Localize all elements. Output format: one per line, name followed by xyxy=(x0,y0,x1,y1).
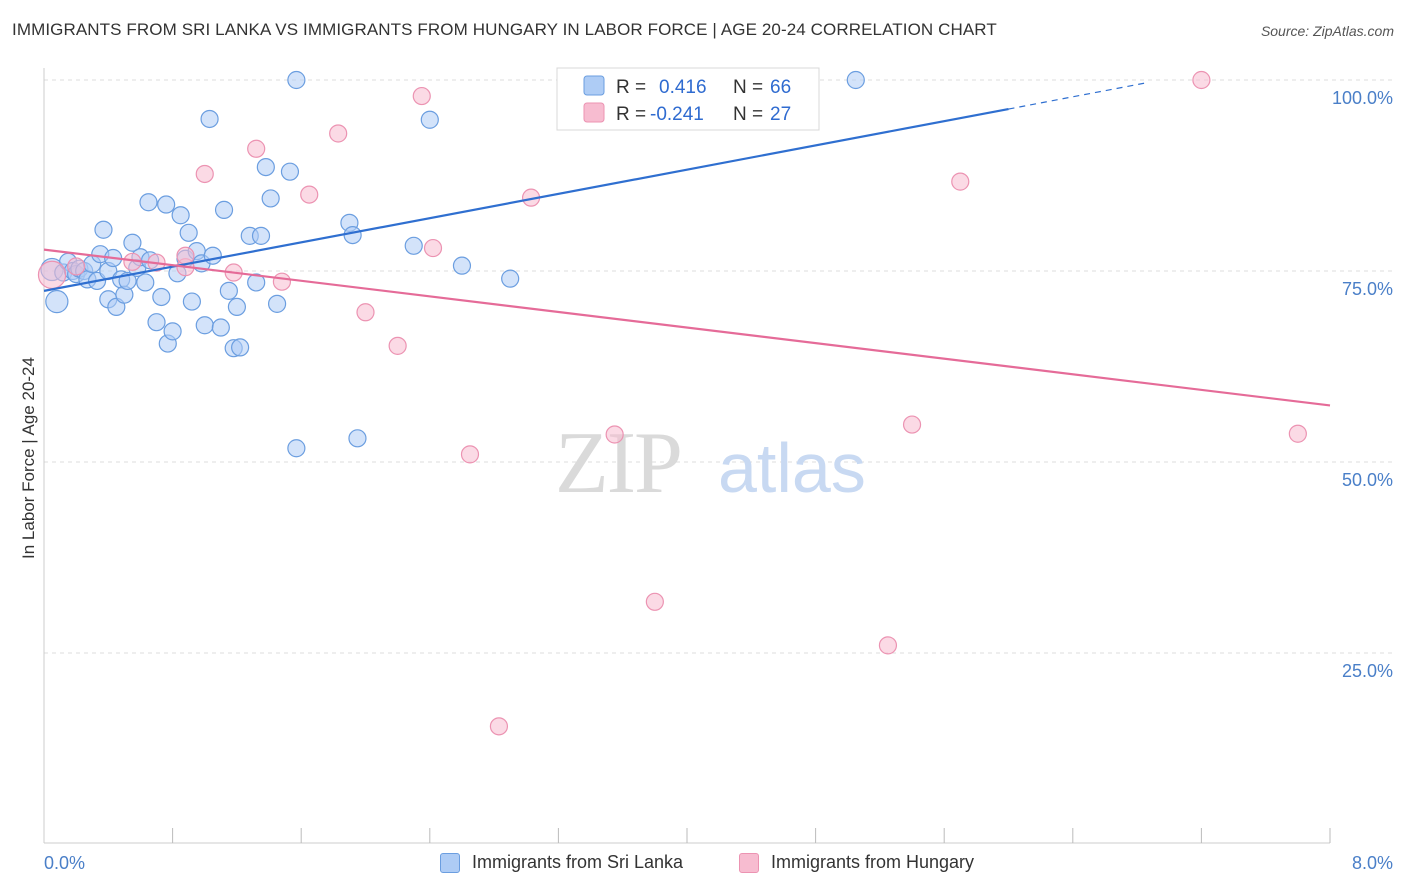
point-sri-lanka xyxy=(343,225,362,245)
point-sri-lanka xyxy=(179,223,198,242)
point-sri-lanka xyxy=(404,236,423,255)
point-sri-lanka xyxy=(136,273,155,292)
point-sri-lanka xyxy=(147,313,166,332)
point-sri-lanka xyxy=(195,316,214,335)
legend-n-value-2: 27 xyxy=(770,104,791,125)
point-sri-lanka xyxy=(94,220,113,239)
point-sri-lanka xyxy=(247,273,266,292)
point-sri-lanka xyxy=(287,70,306,90)
point-sri-lanka xyxy=(261,189,280,208)
legend-n-label-2: N = xyxy=(733,104,763,125)
source-label: Source: ZipAtlas.com xyxy=(1260,23,1394,39)
y-tick-label: 100.0% xyxy=(1332,88,1393,108)
bottom-legend-item-hungary: Immigrants from Hungary xyxy=(739,852,974,873)
legend-n-label-1: N = xyxy=(733,77,763,98)
y-tick-label: 75.0% xyxy=(1342,279,1393,299)
point-sri-lanka xyxy=(219,281,238,300)
legend-swatch-sri-lanka xyxy=(583,75,605,96)
legend-r-label-2: R = xyxy=(616,104,646,125)
gridlines xyxy=(44,79,1393,654)
trend-line-sri-lanka xyxy=(43,107,1009,292)
point-sri-lanka xyxy=(501,269,520,288)
y-tick-label: 25.0% xyxy=(1342,661,1393,681)
y-tick-label: 50.0% xyxy=(1342,470,1393,490)
legend-r-value-1: 0.416 xyxy=(659,77,707,98)
point-sri-lanka xyxy=(123,233,142,252)
trend-line-sri-lanka-extension xyxy=(1008,82,1146,110)
point-hungary xyxy=(195,164,214,184)
point-hungary xyxy=(1192,70,1211,90)
bottom-legend-swatch-hungary xyxy=(739,852,759,873)
point-hungary xyxy=(329,124,348,143)
point-hungary xyxy=(388,336,407,355)
point-sri-lanka xyxy=(251,226,271,245)
point-sri-lanka xyxy=(287,439,306,458)
point-sri-lanka xyxy=(182,292,201,311)
x-tick-label-min: 0.0% xyxy=(44,853,85,873)
point-sri-lanka xyxy=(280,162,300,181)
point-hungary xyxy=(272,272,292,291)
point-hungary xyxy=(902,415,922,434)
series-hungary-points xyxy=(37,70,1307,736)
chart-title: IMMIGRANTS FROM SRI LANKA VS IMMIGRANTS … xyxy=(12,20,997,39)
point-hungary xyxy=(460,445,480,464)
point-sri-lanka xyxy=(157,195,176,214)
point-sri-lanka xyxy=(45,289,69,314)
point-sri-lanka xyxy=(200,109,219,129)
trend-line-hungary xyxy=(43,248,1331,407)
point-sri-lanka xyxy=(171,206,190,225)
point-hungary xyxy=(176,246,195,265)
legend-n-value-1: 66 xyxy=(770,77,791,98)
point-sri-lanka xyxy=(227,297,246,317)
point-hungary xyxy=(247,139,266,158)
axes xyxy=(43,68,1330,844)
legend-r-value-2: -0.241 xyxy=(650,104,704,125)
point-sri-lanka xyxy=(231,338,250,357)
watermark: ZIP atlas xyxy=(555,415,866,512)
bottom-legend: Immigrants from Sri Lanka Immigrants fro… xyxy=(0,852,1406,880)
point-sri-lanka xyxy=(846,70,865,90)
legend-r-label-1: R = xyxy=(616,77,646,98)
point-hungary xyxy=(489,717,509,736)
point-hungary xyxy=(300,185,319,204)
y-axis-label: In Labor Force | Age 20-24 xyxy=(19,357,38,559)
point-sri-lanka xyxy=(452,256,472,275)
bottom-legend-label-hungary: Immigrants from Hungary xyxy=(771,852,975,872)
point-hungary xyxy=(37,260,67,290)
trend-lines xyxy=(43,82,1331,407)
point-hungary xyxy=(951,172,970,191)
point-sri-lanka xyxy=(420,110,439,129)
bottom-legend-label-sri-lanka: Immigrants from Sri Lanka xyxy=(472,852,684,872)
point-sri-lanka xyxy=(139,193,158,212)
point-sri-lanka xyxy=(267,294,287,313)
x-ticks xyxy=(172,828,1331,843)
point-sri-lanka xyxy=(214,200,234,219)
y-tick-labels: 25.0% 50.0% 75.0% 100.0% xyxy=(1332,88,1393,681)
point-hungary xyxy=(356,303,375,322)
point-hungary xyxy=(67,257,86,276)
point-hungary xyxy=(412,86,431,106)
bottom-legend-item-sri-lanka: Immigrants from Sri Lanka xyxy=(440,852,683,873)
point-sri-lanka xyxy=(211,318,230,337)
point-sri-lanka xyxy=(256,157,275,177)
legend: R = 0.416 N = 66 R = -0.241 N = 27 xyxy=(556,67,820,131)
point-sri-lanka xyxy=(163,322,182,341)
point-hungary xyxy=(878,636,898,655)
point-sri-lanka xyxy=(152,287,171,307)
point-hungary xyxy=(645,592,664,611)
watermark-atlas: atlas xyxy=(718,429,866,507)
legend-swatch-hungary xyxy=(583,102,605,123)
point-hungary xyxy=(423,238,443,258)
point-sri-lanka xyxy=(203,246,222,265)
bottom-legend-swatch-sri-lanka xyxy=(440,852,460,873)
point-hungary xyxy=(1288,424,1307,443)
x-tick-label-max: 8.0% xyxy=(1352,853,1393,873)
point-sri-lanka xyxy=(348,429,367,448)
point-hungary xyxy=(605,425,624,444)
